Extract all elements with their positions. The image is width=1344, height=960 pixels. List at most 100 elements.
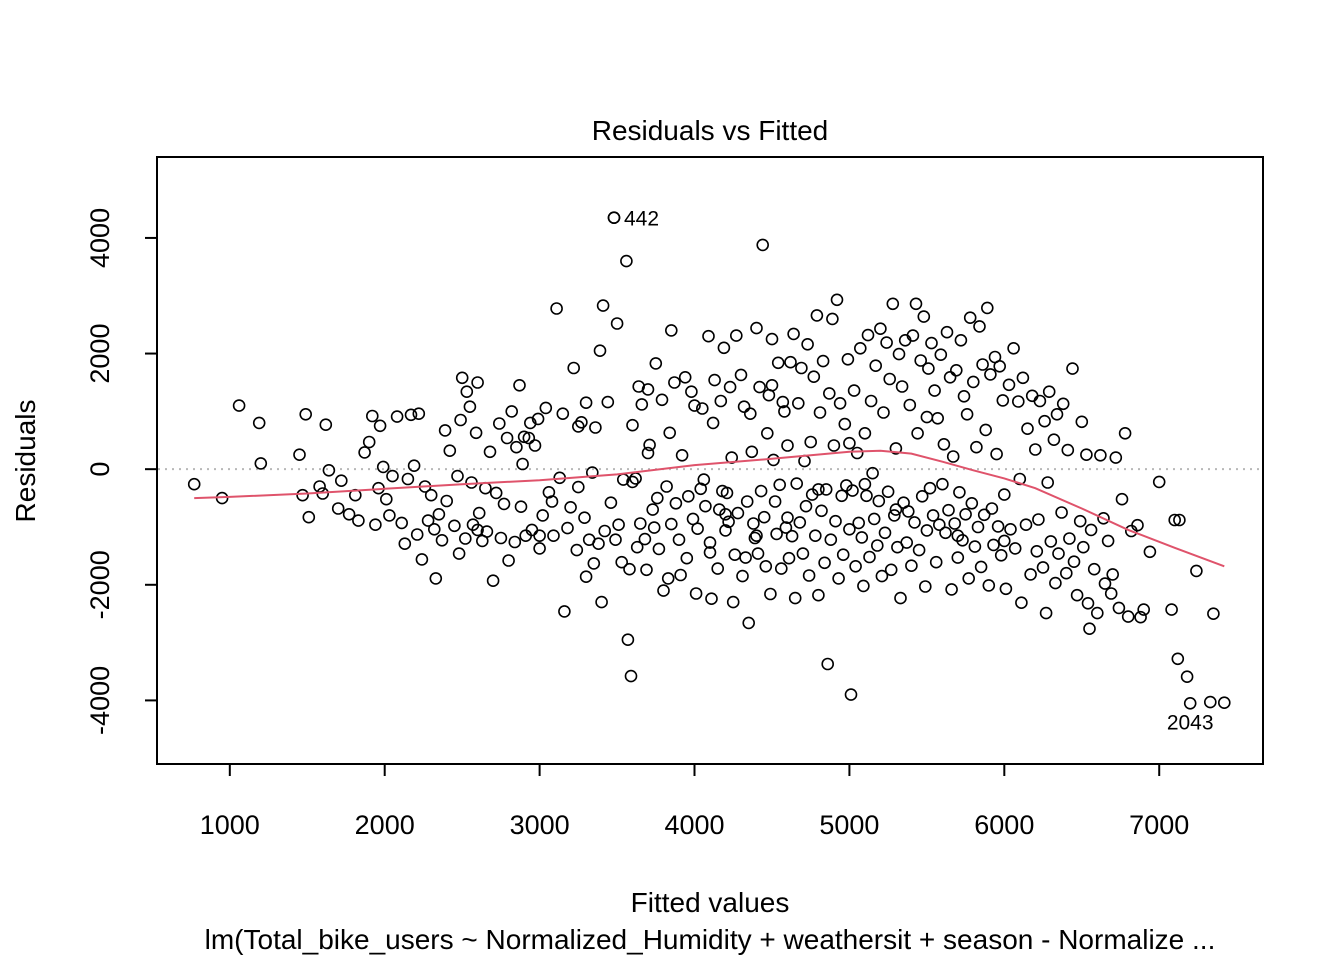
residual-point	[836, 548, 850, 562]
residual-point	[646, 503, 660, 516]
residual-point	[471, 376, 484, 389]
residual-point	[874, 322, 887, 336]
residual-point	[1060, 566, 1073, 580]
residual-point	[1008, 542, 1022, 555]
outlier-labels: 442 2043	[607, 208, 1214, 734]
x-tick-label: 7000	[1129, 810, 1189, 840]
residual-point	[776, 395, 790, 409]
residual-point	[705, 592, 718, 606]
residual-point	[894, 591, 907, 605]
residual-point	[974, 560, 988, 574]
residual-point	[641, 446, 655, 460]
residual-point	[929, 555, 943, 569]
residual-point	[513, 378, 526, 392]
residual-point	[1029, 443, 1042, 456]
residual-point	[609, 533, 622, 547]
residual-point	[401, 472, 415, 486]
residual-point	[678, 370, 692, 384]
residual-point	[996, 394, 1010, 407]
residual-point	[706, 416, 720, 430]
residual-point	[479, 481, 492, 495]
residual-point	[674, 568, 687, 582]
residual-point	[892, 347, 906, 361]
labeled-point-2043	[1183, 696, 1197, 710]
residual-point	[779, 521, 793, 534]
residual-point	[997, 534, 1011, 548]
residual-point	[598, 524, 612, 538]
residual-point	[1021, 422, 1034, 436]
residual-point	[736, 569, 749, 583]
residual-point	[999, 582, 1013, 596]
residual-point	[1073, 514, 1087, 528]
residual-point	[322, 463, 336, 477]
residual-point	[1047, 433, 1061, 447]
residual-point	[970, 440, 983, 454]
residual-point	[649, 357, 663, 370]
residual-point	[680, 551, 694, 565]
residual-point	[788, 591, 802, 605]
residual-point	[883, 372, 897, 386]
residual-point	[850, 446, 864, 460]
residual-point	[252, 416, 266, 430]
residual-point	[465, 476, 478, 489]
residual-point	[1171, 652, 1185, 666]
point-label-2043: 2043	[1167, 711, 1214, 734]
y-tick-label: 0	[85, 462, 115, 477]
residual-point	[695, 402, 709, 415]
residual-point	[977, 508, 991, 522]
residual-point	[720, 486, 734, 500]
residual-point	[753, 380, 766, 394]
residual-point	[589, 421, 602, 434]
residual-point	[846, 484, 859, 497]
residual-point	[881, 485, 895, 499]
residual-point	[853, 341, 867, 355]
residual-point	[455, 371, 469, 385]
residual-point	[1075, 415, 1089, 429]
residual-point	[1190, 564, 1203, 578]
residual-point	[939, 526, 952, 540]
residual-point	[864, 394, 878, 408]
residual-point	[1109, 451, 1123, 464]
residual-point	[448, 519, 461, 533]
residual-point	[815, 504, 828, 518]
residual-point	[647, 521, 661, 534]
residual-point	[689, 587, 703, 600]
residual-point	[352, 514, 365, 527]
residual-point	[740, 495, 754, 508]
residual-point	[827, 439, 841, 452]
residual-point	[884, 563, 898, 577]
residual-point	[1019, 518, 1033, 532]
residual-point	[517, 430, 531, 444]
residual-point	[516, 457, 529, 471]
residual-point	[1106, 568, 1119, 581]
residual-point	[587, 557, 601, 570]
residual-point	[731, 506, 745, 520]
residual-point	[1016, 371, 1030, 385]
residual-point	[722, 515, 735, 529]
residual-point	[421, 514, 435, 527]
residual-point	[1030, 544, 1044, 558]
residual-point	[966, 375, 980, 389]
residual-points	[187, 211, 1231, 710]
residual-point	[937, 437, 951, 451]
residual-point	[486, 574, 500, 588]
residual-point	[915, 489, 929, 503]
residual-point	[655, 393, 669, 407]
residual-point	[708, 373, 721, 387]
residual-point	[319, 418, 333, 432]
residual-point	[661, 572, 675, 585]
x-tick-label: 1000	[200, 810, 260, 840]
residual-point	[889, 442, 903, 455]
residual-point	[492, 417, 506, 430]
residual-point	[458, 532, 472, 545]
residual-point	[858, 477, 872, 491]
residual-point	[872, 494, 886, 508]
residual-point	[949, 363, 963, 377]
residual-point	[1180, 670, 1194, 684]
residual-point	[415, 553, 429, 566]
residual-point	[778, 405, 791, 418]
residual-point	[703, 536, 717, 549]
residual-point	[750, 529, 763, 543]
residual-point	[843, 436, 856, 450]
residual-point	[801, 337, 814, 351]
